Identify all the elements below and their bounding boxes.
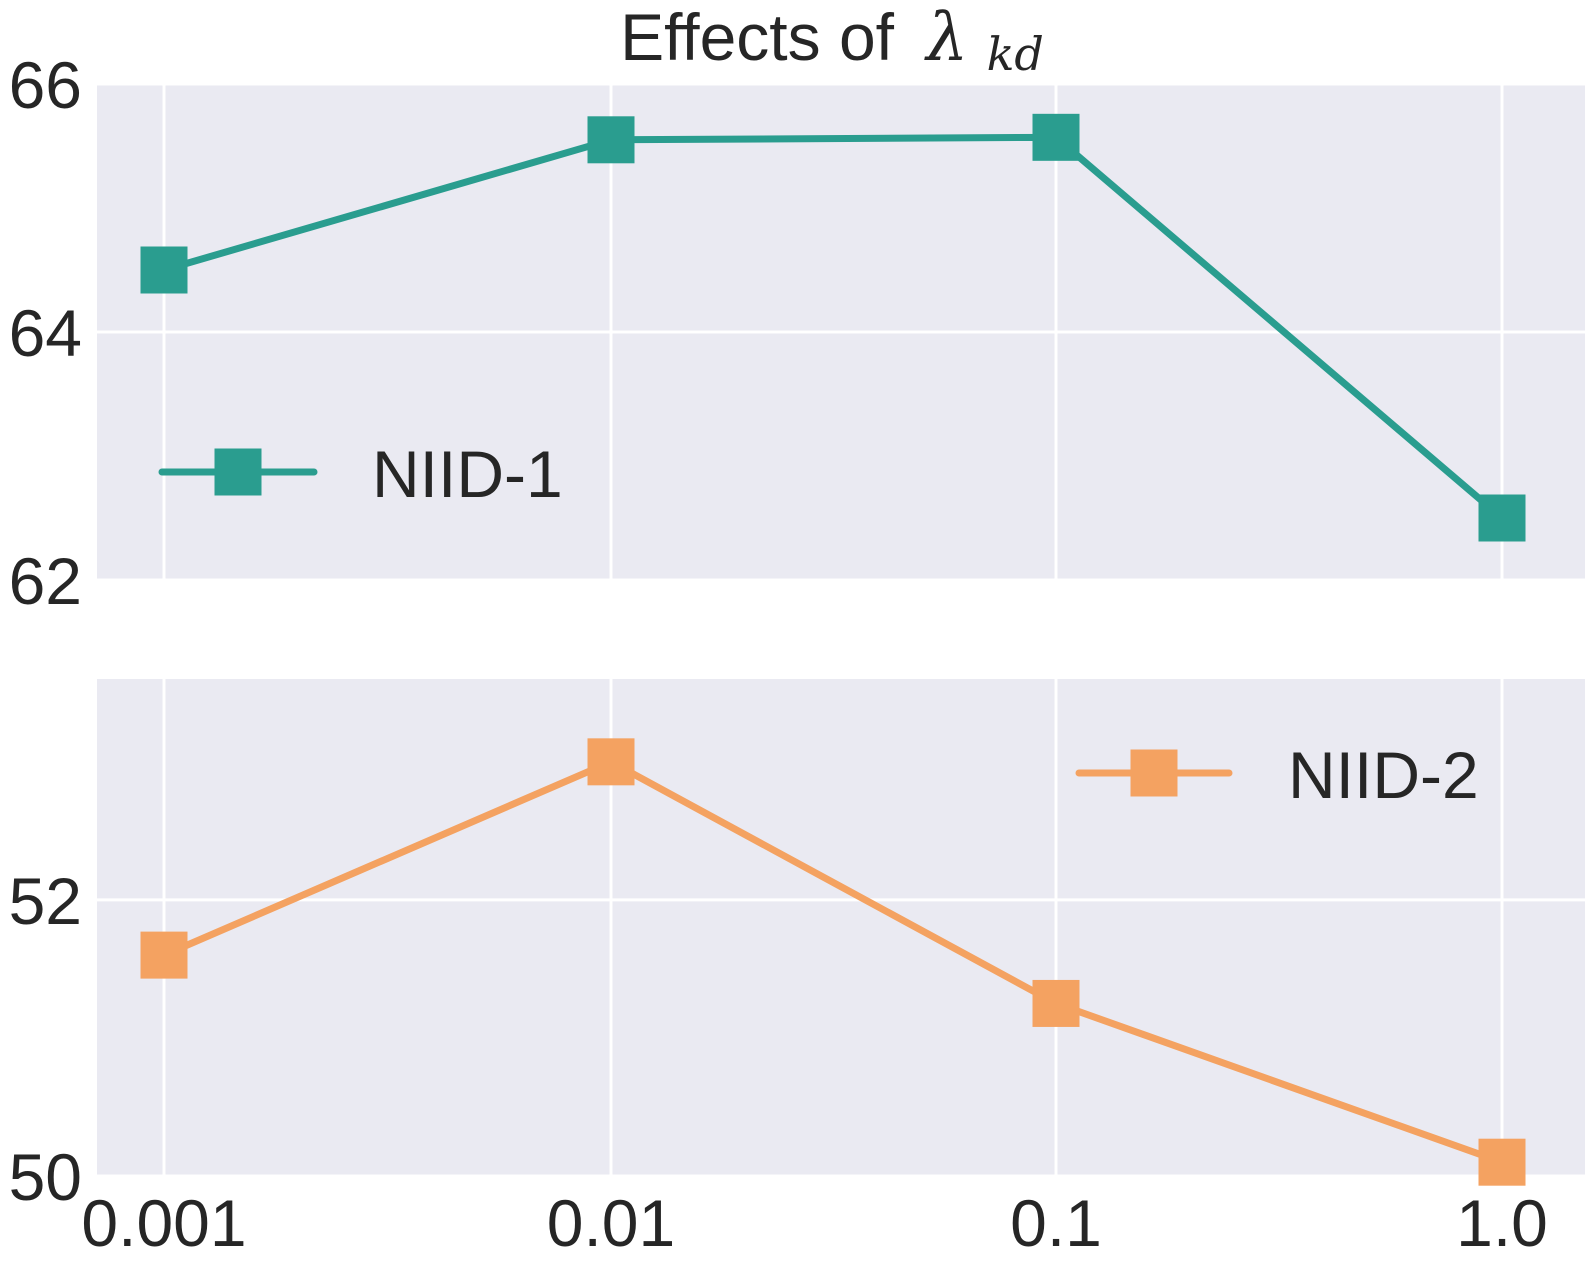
data-point[interactable]	[587, 738, 635, 786]
series-line	[163, 133, 1505, 521]
legend-marker	[1130, 749, 1178, 797]
x-tick-label: 0.01	[547, 1186, 675, 1260]
data-point[interactable]	[1478, 494, 1526, 542]
series-line	[162, 758, 1504, 1166]
data-point[interactable]	[1032, 979, 1080, 1027]
x-tick-label: 0.1	[1010, 1186, 1102, 1260]
legend: NIID-1	[158, 437, 563, 511]
x-tick-label: 1.0	[1456, 1186, 1548, 1260]
legend-label: NIID-2	[1288, 738, 1479, 812]
y-tick-label: 62	[9, 544, 82, 618]
data-point[interactable]	[1478, 1138, 1526, 1186]
legend-marker	[214, 448, 262, 496]
plot-background	[97, 679, 1585, 1176]
top-panel: NIID-1	[97, 82, 1585, 582]
legend-label: NIID-1	[372, 437, 563, 511]
data-point[interactable]	[587, 116, 635, 164]
chart-title-text: Effects of	[620, 0, 895, 74]
data-point[interactable]	[140, 931, 188, 979]
data-point[interactable]	[1032, 113, 1080, 161]
chart-title-symbol: λ	[923, 0, 968, 76]
y-tick-label: 64	[9, 296, 82, 370]
chart-title: Effects of λ kd	[620, 0, 1044, 81]
y-tick-label: 52	[9, 864, 82, 938]
bottom-panel: NIID-2	[97, 679, 1585, 1186]
chart-title-subscript: kd	[987, 27, 1044, 81]
data-point[interactable]	[140, 246, 188, 294]
y-tick-label: 50	[9, 1140, 82, 1214]
y-tick-label: 66	[9, 48, 82, 122]
x-axis: 0.001 0.01 0.1 1.0	[81, 1186, 1547, 1260]
legend: NIID-2	[1075, 738, 1479, 812]
x-tick-label: 0.001	[81, 1186, 246, 1260]
